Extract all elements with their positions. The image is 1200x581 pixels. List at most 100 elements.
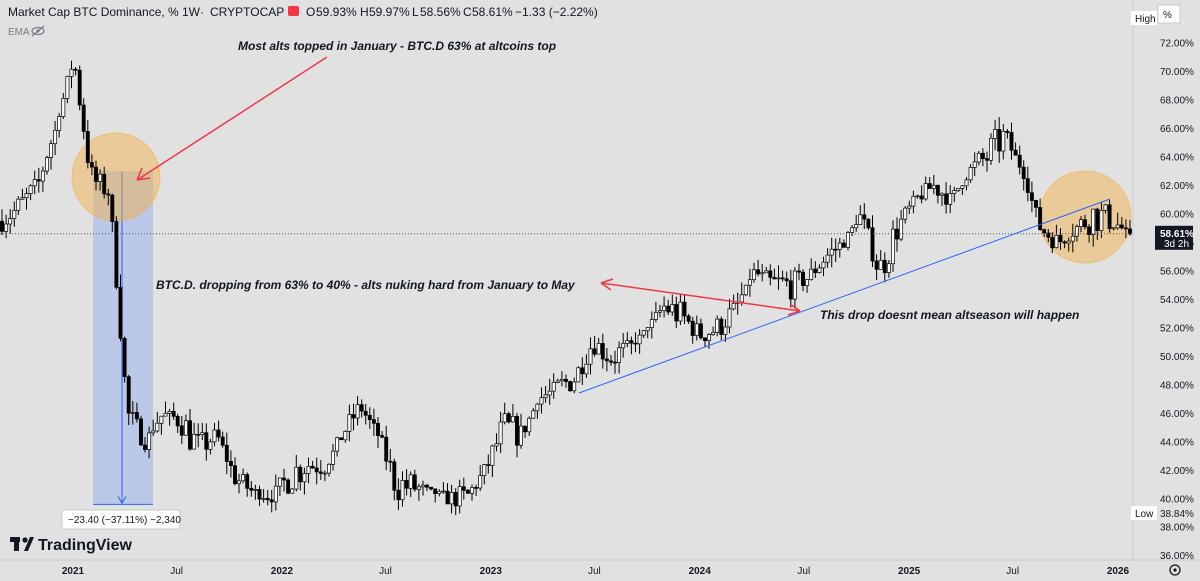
candle-body bbox=[1091, 208, 1096, 235]
candle-body bbox=[241, 474, 246, 482]
candle-body bbox=[899, 218, 904, 240]
candle-body bbox=[515, 416, 519, 446]
candle-body bbox=[134, 412, 139, 420]
annotation-top[interactable]: Most alts topped in January - BTC.D 63% … bbox=[238, 39, 556, 53]
candle-body bbox=[653, 311, 658, 320]
candle-body bbox=[200, 432, 205, 435]
candle-body bbox=[429, 486, 434, 490]
brand-name: TradingView bbox=[38, 537, 133, 554]
candle-body bbox=[16, 198, 21, 211]
candle-body bbox=[49, 143, 53, 158]
candle-body bbox=[846, 232, 850, 248]
candle-body bbox=[915, 195, 920, 198]
candle-body bbox=[862, 214, 867, 220]
candle-body bbox=[927, 183, 932, 189]
candle-body bbox=[498, 421, 503, 445]
price-tick-label: 66.00% bbox=[1160, 124, 1194, 135]
gear-icon[interactable] bbox=[1169, 564, 1181, 576]
candle-body bbox=[743, 284, 748, 296]
interval-label[interactable]: 1W bbox=[182, 5, 201, 19]
candle-body bbox=[621, 343, 626, 349]
candle-body bbox=[286, 479, 291, 494]
low-value: 58.56% bbox=[420, 5, 461, 19]
arrow-double-shaft[interactable] bbox=[600, 282, 801, 312]
candle-body bbox=[265, 498, 270, 501]
candle-body bbox=[351, 414, 356, 419]
candle-body bbox=[886, 263, 891, 273]
candle-body bbox=[993, 129, 998, 139]
candle-body bbox=[314, 467, 319, 473]
candle-body bbox=[396, 489, 401, 501]
high-marker: High bbox=[1131, 11, 1157, 25]
candle-body bbox=[212, 429, 217, 443]
candle-body bbox=[269, 499, 274, 503]
candle-body bbox=[539, 397, 544, 405]
ohlc-values: O 59.93% H 59.97% L 58.56% C 58.61% −1.3… bbox=[306, 5, 598, 19]
candle-body bbox=[772, 277, 777, 280]
current-price-label: 58.61% bbox=[1160, 229, 1194, 240]
candle-body bbox=[45, 157, 49, 172]
candle-body bbox=[261, 498, 266, 500]
candle-body bbox=[711, 332, 716, 335]
candle-body bbox=[486, 464, 491, 466]
symbol-title[interactable]: Market Cap BTC Dominance, % bbox=[8, 5, 179, 19]
candle-body bbox=[388, 460, 393, 463]
annotation-drop[interactable]: BTC.D. dropping from 63% to 40% - alts n… bbox=[156, 278, 576, 292]
candle-body bbox=[404, 480, 409, 489]
indicator-ema-label[interactable]: EMA bbox=[8, 27, 30, 38]
candle-body bbox=[28, 185, 33, 194]
candle-body bbox=[551, 381, 556, 392]
candle-body bbox=[559, 378, 564, 382]
candle-body bbox=[694, 323, 699, 336]
candle-body bbox=[555, 380, 560, 383]
candle-body bbox=[408, 474, 413, 489]
candle-body bbox=[968, 167, 973, 181]
candle-body bbox=[1119, 224, 1124, 229]
candle-body bbox=[482, 464, 487, 476]
drawings-group[interactable] bbox=[0, 56, 1133, 394]
candle-body bbox=[854, 224, 859, 229]
candle-body bbox=[179, 425, 184, 436]
candle-body bbox=[850, 227, 855, 233]
candle-body bbox=[355, 404, 360, 419]
time-axis[interactable]: 2021 Jul 2022 Jul 2023 Jul 2024 Jul 2025 Jul 2026 bbox=[62, 566, 1130, 577]
close-value: 58.61% bbox=[472, 5, 513, 19]
low-label: L bbox=[412, 5, 419, 19]
candle-body bbox=[81, 104, 86, 132]
measure-label-box[interactable]: −23.40 (−37.11%) −2,340 bbox=[61, 509, 181, 530]
candle-body bbox=[94, 166, 98, 182]
candle-body bbox=[437, 491, 442, 494]
candle-body bbox=[1095, 208, 1100, 231]
candle-body bbox=[596, 343, 601, 355]
candle-body bbox=[1058, 234, 1063, 243]
measure-tool-group[interactable] bbox=[93, 171, 153, 505]
candle-body bbox=[960, 185, 965, 189]
candle-body bbox=[1005, 130, 1010, 133]
candle-body bbox=[318, 471, 323, 474]
candle-body bbox=[208, 441, 213, 450]
unit-marker[interactable]: % bbox=[1157, 4, 1181, 24]
candle-body bbox=[359, 404, 364, 412]
eye-icon[interactable] bbox=[31, 25, 45, 37]
change-value: −1.33 (−2.22%) bbox=[515, 5, 598, 19]
candle-body bbox=[980, 152, 985, 159]
candle-body bbox=[192, 433, 197, 450]
measure-box[interactable] bbox=[93, 171, 153, 505]
price-tick-label: 62.00% bbox=[1160, 181, 1194, 192]
candle-body bbox=[923, 183, 928, 200]
candle-body bbox=[167, 411, 172, 414]
annotation-no-altseason[interactable]: This drop doesnt mean altseason will hap… bbox=[820, 308, 1079, 322]
trendline[interactable] bbox=[578, 198, 1111, 394]
arrow-top-shaft[interactable] bbox=[136, 56, 328, 181]
flag-icon[interactable] bbox=[288, 6, 299, 16]
tradingview-logo[interactable]: TradingView bbox=[10, 537, 133, 554]
candle-body bbox=[870, 227, 875, 262]
candle-body bbox=[891, 228, 895, 265]
candle-body bbox=[1115, 224, 1120, 229]
candle-body bbox=[249, 487, 254, 491]
candle-body bbox=[670, 304, 675, 313]
candle-body bbox=[780, 277, 785, 280]
candle-body bbox=[976, 152, 981, 163]
